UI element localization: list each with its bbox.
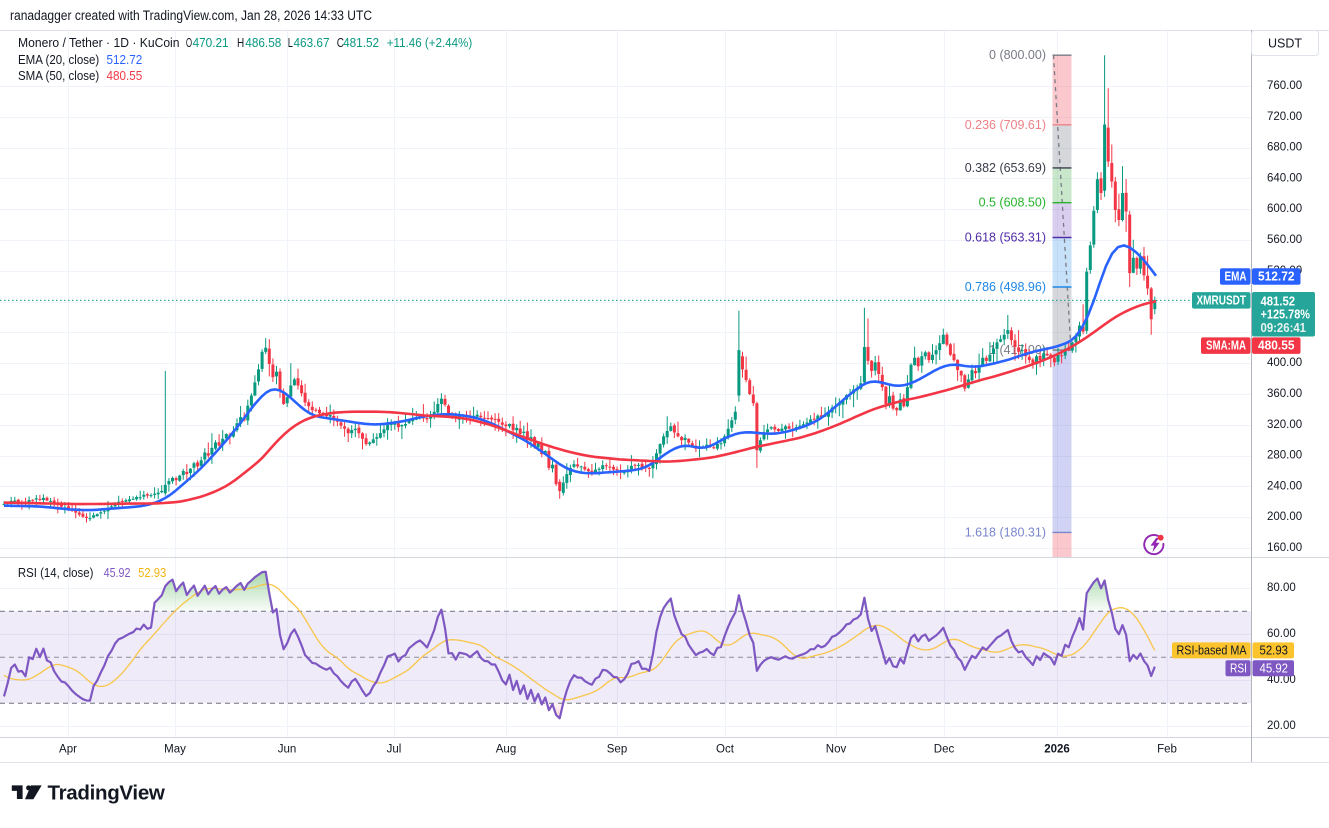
svg-text:0 (800.00): 0 (800.00) [989, 48, 1046, 62]
svg-text:ranadagger created with Tradin: ranadagger created with TradingView.com,… [10, 8, 372, 23]
svg-text:Sep: Sep [607, 744, 627, 756]
svg-text:160.00: 160.00 [1267, 542, 1302, 554]
svg-text:400.00: 400.00 [1267, 357, 1302, 369]
svg-text:512.72: 512.72 [107, 52, 143, 67]
svg-text:RSI: RSI [1230, 661, 1247, 675]
svg-text:0.618 (563.31): 0.618 (563.31) [965, 231, 1046, 245]
svg-text:0.236 (709.61): 0.236 (709.61) [965, 118, 1046, 132]
svg-text:760.00: 760.00 [1267, 80, 1302, 92]
svg-text:560.00: 560.00 [1267, 234, 1302, 246]
svg-text:40.00: 40.00 [1267, 674, 1296, 686]
svg-text:45.92: 45.92 [1260, 661, 1289, 675]
svg-text:0.5 (608.50): 0.5 (608.50) [979, 196, 1046, 210]
svg-text:600.00: 600.00 [1267, 203, 1302, 215]
svg-text:Aug: Aug [496, 744, 516, 756]
svg-text:EMA: EMA [1225, 269, 1247, 283]
svg-text:XMRUSDT: XMRUSDT [1197, 293, 1247, 307]
svg-text:EMA (20, close): EMA (20, close) [18, 52, 99, 67]
svg-text:481.52: 481.52 [343, 35, 379, 50]
svg-text:+125.78%: +125.78% [1261, 308, 1311, 322]
svg-text:486.58: 486.58 [245, 35, 281, 50]
svg-text:Jun: Jun [278, 744, 297, 756]
svg-text:USDT: USDT [1268, 37, 1302, 51]
svg-text:Apr: Apr [59, 744, 77, 756]
svg-text:09:26:41: 09:26:41 [1261, 321, 1307, 335]
svg-text:C: C [337, 35, 344, 50]
svg-text:280.00: 280.00 [1267, 450, 1302, 462]
svg-text:TradingView: TradingView [48, 782, 165, 805]
svg-text:240.00: 240.00 [1267, 480, 1302, 492]
svg-text:RSI-based MA: RSI-based MA [1177, 643, 1248, 657]
svg-text:320.00: 320.00 [1267, 419, 1302, 431]
svg-text:45.92: 45.92 [104, 565, 131, 580]
svg-text:2026: 2026 [1044, 744, 1070, 756]
svg-text:470.21: 470.21 [193, 35, 229, 50]
svg-text:SMA (50, close): SMA (50, close) [18, 68, 99, 83]
svg-text:52.93: 52.93 [1260, 643, 1289, 657]
svg-text:H: H [237, 35, 244, 50]
svg-text:1.618 (180.31): 1.618 (180.31) [965, 525, 1046, 539]
svg-text:720.00: 720.00 [1267, 111, 1302, 123]
svg-text:52.93: 52.93 [138, 565, 166, 580]
svg-text:Monero / Tether · 1D · KuCoin: Monero / Tether · 1D · KuCoin [18, 35, 180, 50]
svg-text:20.00: 20.00 [1267, 720, 1296, 732]
svg-text:680.00: 680.00 [1267, 142, 1302, 154]
svg-text:481.52: 481.52 [1261, 294, 1296, 308]
svg-text:60.00: 60.00 [1267, 628, 1296, 640]
svg-text:480.55: 480.55 [1258, 339, 1295, 353]
svg-text:Feb: Feb [1157, 744, 1177, 756]
svg-text:+11.46 (+2.44%): +11.46 (+2.44%) [387, 35, 472, 50]
svg-text:463.67: 463.67 [294, 35, 330, 50]
svg-text:80.00: 80.00 [1267, 582, 1296, 594]
svg-text:RSI (14, close): RSI (14, close) [18, 565, 94, 580]
svg-text:360.00: 360.00 [1267, 388, 1302, 400]
svg-text:Oct: Oct [716, 744, 735, 756]
svg-text:200.00: 200.00 [1267, 511, 1302, 523]
svg-text:SMA:MA: SMA:MA [1206, 339, 1246, 353]
svg-text:L: L [288, 35, 293, 50]
svg-text:O: O [186, 35, 192, 50]
svg-text:Jul: Jul [387, 744, 402, 756]
svg-text:Nov: Nov [826, 744, 847, 756]
svg-text:Dec: Dec [934, 744, 955, 756]
svg-text:0.382 (653.69): 0.382 (653.69) [965, 161, 1046, 175]
svg-text:480.55: 480.55 [107, 68, 143, 83]
svg-text:640.00: 640.00 [1267, 172, 1302, 184]
svg-text:512.72: 512.72 [1258, 269, 1295, 283]
svg-text:May: May [164, 744, 186, 756]
svg-text:0.786 (498.96): 0.786 (498.96) [965, 280, 1046, 294]
